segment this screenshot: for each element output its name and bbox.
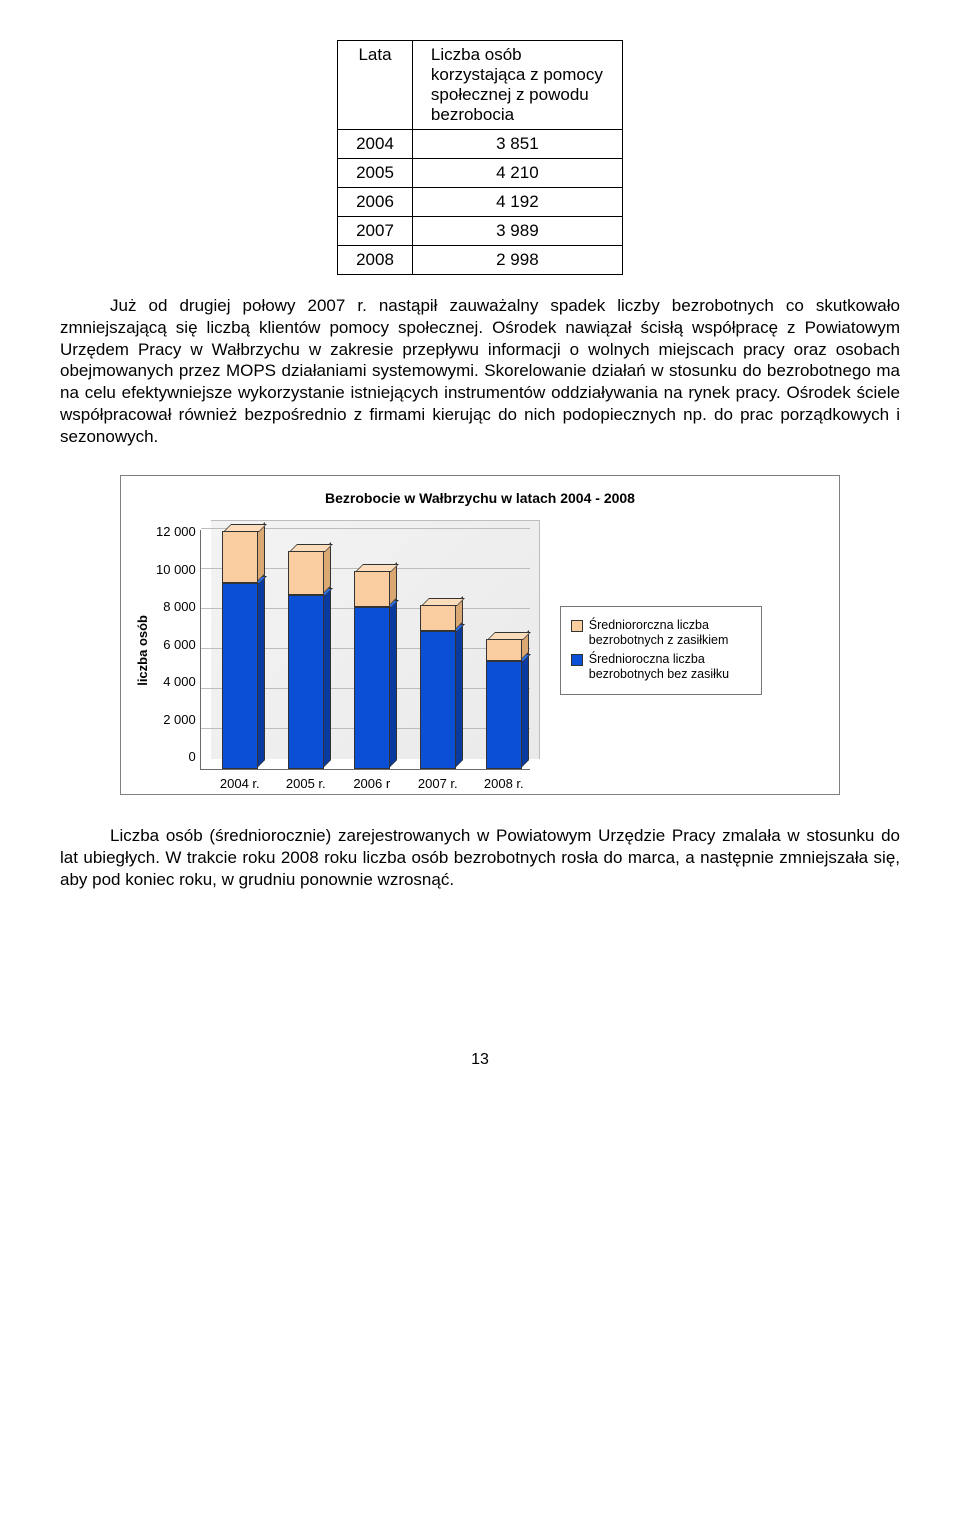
bar-group xyxy=(354,571,390,769)
table-cell-value: 4 210 xyxy=(412,159,622,188)
chart-xtick: 2007 r. xyxy=(408,776,468,791)
ytick: 12 000 xyxy=(156,524,196,539)
ytick: 10 000 xyxy=(156,562,196,577)
bar-chart-bezrobocie: Bezrobocie w Wałbrzychu w latach 2004 - … xyxy=(120,475,840,795)
legend-item: Średnioroczna liczba bezrobotnych bez za… xyxy=(571,652,751,683)
chart-yaxis: 12 000 10 000 8 000 6 000 4 000 2 000 0 xyxy=(156,524,200,776)
table-cell-value: 3 851 xyxy=(412,130,622,159)
chart-ylabel: liczba osób xyxy=(135,615,150,686)
body-paragraph-2-text: Liczba osób (średniorocznie) zarejestrow… xyxy=(60,826,900,889)
chart-xtick: 2006 r xyxy=(342,776,402,791)
table-cell-value: 3 989 xyxy=(412,217,622,246)
bar-with-benefit xyxy=(420,605,456,631)
legend-label: Średniororczna liczba bezrobotnych z zas… xyxy=(589,618,751,649)
data-table: Lata Liczba osób korzystająca z pomocy s… xyxy=(337,40,623,275)
chart-legend: Średniororczna liczba bezrobotnych z zas… xyxy=(560,606,762,696)
bar-without-benefit xyxy=(420,631,456,769)
body-paragraph-1-text: Już od drugiej połowy 2007 r. nastąpił z… xyxy=(60,296,900,446)
chart-xtick: 2008 r. xyxy=(474,776,534,791)
chart-plot-area: 2004 r.2005 r.2006 r2007 r.2008 r. xyxy=(200,530,530,770)
chart-xtick: 2004 r. xyxy=(210,776,270,791)
table-header-left: Lata xyxy=(338,41,413,130)
table-cell-year: 2007 xyxy=(338,217,413,246)
legend-label: Średnioroczna liczba bezrobotnych bez za… xyxy=(589,652,751,683)
bar-without-benefit xyxy=(354,607,390,769)
table-cell-year: 2005 xyxy=(338,159,413,188)
bar-without-benefit xyxy=(288,595,324,769)
bar-with-benefit xyxy=(354,571,390,607)
legend-swatch-with-benefit xyxy=(571,620,583,632)
ytick: 6 000 xyxy=(163,637,196,652)
body-paragraph-1: Już od drugiej połowy 2007 r. nastąpił z… xyxy=(60,295,900,447)
bar-without-benefit xyxy=(222,583,258,769)
table-header-right: Liczba osób korzystająca z pomocy społec… xyxy=(412,41,622,130)
ytick: 4 000 xyxy=(163,674,196,689)
table-cell-value: 2 998 xyxy=(412,246,622,275)
ytick: 0 xyxy=(189,749,196,764)
table-cell-year: 2004 xyxy=(338,130,413,159)
bar-without-benefit xyxy=(486,661,522,769)
bar-group xyxy=(486,639,522,769)
page-number: 13 xyxy=(60,1051,900,1069)
bar-group xyxy=(420,605,456,769)
table-cell-year: 2006 xyxy=(338,188,413,217)
bar-with-benefit xyxy=(288,551,324,595)
chart-xtick: 2005 r. xyxy=(276,776,336,791)
body-paragraph-2: Liczba osób (średniorocznie) zarejestrow… xyxy=(60,825,900,890)
legend-item: Średniororczna liczba bezrobotnych z zas… xyxy=(571,618,751,649)
bar-with-benefit xyxy=(222,531,258,583)
legend-swatch-without-benefit xyxy=(571,654,583,666)
bar-group xyxy=(288,551,324,769)
ytick: 2 000 xyxy=(163,712,196,727)
chart-title: Bezrobocie w Wałbrzychu w latach 2004 - … xyxy=(135,490,825,506)
table-cell-year: 2008 xyxy=(338,246,413,275)
bar-with-benefit xyxy=(486,639,522,661)
table-cell-value: 4 192 xyxy=(412,188,622,217)
ytick: 8 000 xyxy=(163,599,196,614)
bar-group xyxy=(222,531,258,769)
